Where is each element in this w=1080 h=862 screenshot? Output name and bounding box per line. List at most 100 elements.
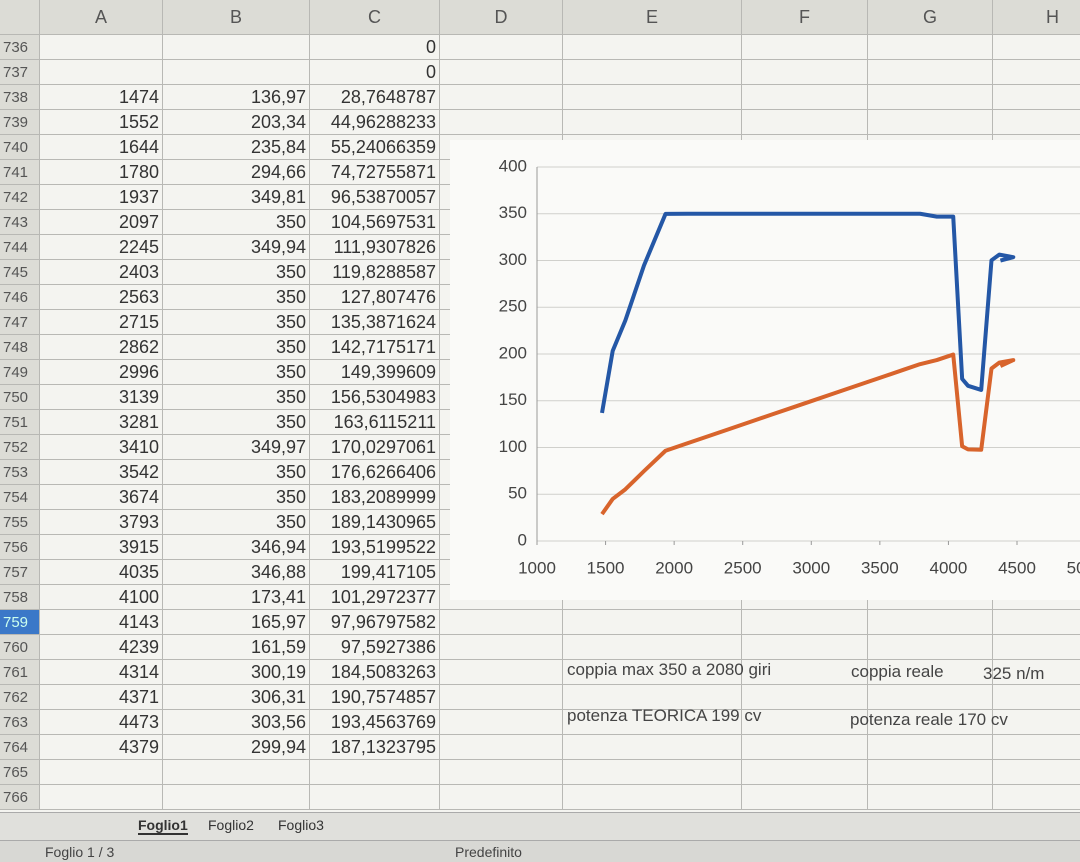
cell[interactable]: 306,31 <box>163 685 310 710</box>
cell[interactable]: 119,8288587 <box>310 260 440 285</box>
row-header[interactable]: 759 <box>0 610 40 635</box>
cell[interactable]: 135,3871624 <box>310 310 440 335</box>
cell[interactable]: 3674 <box>40 485 163 510</box>
cell[interactable]: 346,88 <box>163 560 310 585</box>
cell[interactable]: 97,5927386 <box>310 635 440 660</box>
cell[interactable] <box>440 685 563 710</box>
column-header[interactable]: A <box>40 0 163 35</box>
cell[interactable]: 350 <box>163 460 310 485</box>
cell[interactable]: 1644 <box>40 135 163 160</box>
cell[interactable] <box>993 735 1080 760</box>
cell[interactable] <box>868 635 993 660</box>
row-header[interactable]: 765 <box>0 760 40 785</box>
cell[interactable]: 235,84 <box>163 135 310 160</box>
row-header[interactable]: 755 <box>0 510 40 535</box>
cell[interactable] <box>563 60 742 85</box>
cell-note[interactable]: coppia max 350 a 2080 giri <box>567 660 772 679</box>
row-header[interactable]: 762 <box>0 685 40 710</box>
cell[interactable]: 4143 <box>40 610 163 635</box>
cell[interactable] <box>440 110 563 135</box>
cell[interactable] <box>563 85 742 110</box>
cell[interactable]: 104,5697531 <box>310 210 440 235</box>
row-header[interactable]: 738 <box>0 85 40 110</box>
cell[interactable] <box>993 760 1080 785</box>
cell[interactable] <box>993 685 1080 710</box>
cell[interactable]: 1552 <box>40 110 163 135</box>
cell-note[interactable]: potenza reale 170 cv <box>850 710 1008 729</box>
cell[interactable]: 4379 <box>40 735 163 760</box>
cell[interactable]: 199,417105 <box>310 560 440 585</box>
cell[interactable]: 350 <box>163 510 310 535</box>
cell[interactable] <box>868 760 993 785</box>
cell[interactable]: 74,72755871 <box>310 160 440 185</box>
cell[interactable] <box>742 635 868 660</box>
row-header[interactable]: 754 <box>0 485 40 510</box>
cell[interactable]: 28,7648787 <box>310 85 440 110</box>
cell[interactable]: 4473 <box>40 710 163 735</box>
cell[interactable]: 165,97 <box>163 610 310 635</box>
cell[interactable] <box>742 685 868 710</box>
cell[interactable]: 3915 <box>40 535 163 560</box>
row-header[interactable]: 748 <box>0 335 40 360</box>
row-header[interactable]: 766 <box>0 785 40 810</box>
cell[interactable]: 101,2972377 <box>310 585 440 610</box>
cell[interactable] <box>440 610 563 635</box>
cell[interactable] <box>868 60 993 85</box>
cell[interactable] <box>563 735 742 760</box>
cell[interactable] <box>563 110 742 135</box>
cell[interactable]: 176,6266406 <box>310 460 440 485</box>
cell[interactable]: 111,9307826 <box>310 235 440 260</box>
cell[interactable] <box>742 35 868 60</box>
cell[interactable]: 2245 <box>40 235 163 260</box>
cell[interactable]: 350 <box>163 310 310 335</box>
cell[interactable] <box>310 760 440 785</box>
cell[interactable]: 149,399609 <box>310 360 440 385</box>
cell[interactable]: 350 <box>163 410 310 435</box>
cell[interactable] <box>868 610 993 635</box>
cell[interactable] <box>563 635 742 660</box>
cell[interactable]: 4100 <box>40 585 163 610</box>
row-header[interactable]: 750 <box>0 385 40 410</box>
cell[interactable]: 3410 <box>40 435 163 460</box>
cell[interactable] <box>868 110 993 135</box>
row-header[interactable]: 761 <box>0 660 40 685</box>
cell[interactable]: 193,4563769 <box>310 710 440 735</box>
cell[interactable]: 4314 <box>40 660 163 685</box>
cell[interactable]: 170,0297061 <box>310 435 440 460</box>
cell[interactable] <box>742 60 868 85</box>
cell[interactable]: 350 <box>163 360 310 385</box>
cell-note[interactable]: potenza TEORICA 199 cv <box>567 706 762 725</box>
cell[interactable] <box>440 785 563 810</box>
cell[interactable] <box>40 60 163 85</box>
cell[interactable]: 299,94 <box>163 735 310 760</box>
cell[interactable]: 4371 <box>40 685 163 710</box>
cell[interactable] <box>440 735 563 760</box>
cell[interactable] <box>440 660 563 685</box>
cell[interactable]: 163,6115211 <box>310 410 440 435</box>
cell[interactable] <box>310 785 440 810</box>
cell[interactable] <box>563 710 742 735</box>
cell[interactable] <box>563 685 742 710</box>
cell[interactable]: 156,5304983 <box>310 385 440 410</box>
cell[interactable] <box>742 660 868 685</box>
cell[interactable]: 349,81 <box>163 185 310 210</box>
cell[interactable]: 183,2089999 <box>310 485 440 510</box>
cell[interactable] <box>993 610 1080 635</box>
cell[interactable]: 300,19 <box>163 660 310 685</box>
cell[interactable] <box>993 85 1080 110</box>
cell[interactable] <box>742 85 868 110</box>
cell[interactable] <box>742 610 868 635</box>
cell[interactable]: 1780 <box>40 160 163 185</box>
row-header[interactable]: 753 <box>0 460 40 485</box>
cell[interactable]: 3793 <box>40 510 163 535</box>
row-header[interactable]: 756 <box>0 535 40 560</box>
cell[interactable]: 2715 <box>40 310 163 335</box>
cell[interactable]: 349,94 <box>163 235 310 260</box>
row-header[interactable]: 744 <box>0 235 40 260</box>
row-header[interactable]: 745 <box>0 260 40 285</box>
cell[interactable]: 2996 <box>40 360 163 385</box>
cell[interactable]: 97,96797582 <box>310 610 440 635</box>
cell[interactable]: 142,7175171 <box>310 335 440 360</box>
cell[interactable] <box>868 85 993 110</box>
cell[interactable]: 0 <box>310 35 440 60</box>
